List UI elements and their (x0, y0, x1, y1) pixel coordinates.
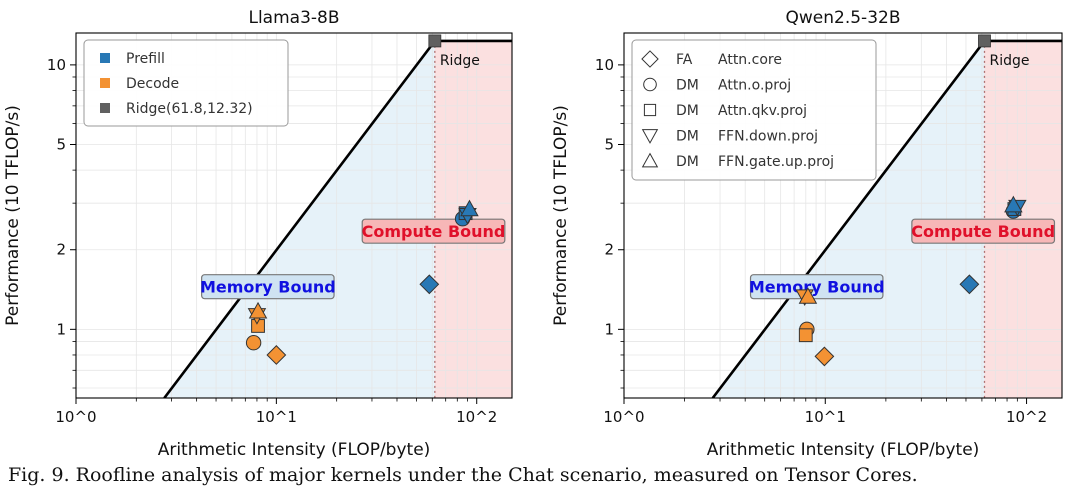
y-tick-label: 10 (47, 56, 66, 74)
ridge-label: Ridge (989, 53, 1029, 69)
compute-bound-label-box (911, 218, 1056, 244)
legend: FA Attn.core DM Attn.o.proj DM Attn.qkv.proj D… (631, 39, 877, 181)
chart-qwen2-5-32b: Ridge Memory Bound Compute Bound 10^0 10^1 10… (551, 8, 1063, 460)
legend: Prefill Decode Ridge(61.8,12.32) (83, 39, 289, 127)
y-tick-label: 2 (56, 241, 66, 259)
data-points (245, 199, 479, 365)
compute-bound-label-text: Compute Bound (362, 222, 506, 241)
x-tick-label: 10^2 (456, 408, 497, 426)
compute-bound-label: Compute Bound (361, 218, 506, 244)
point-decode-attn-qkv-proj (798, 328, 813, 343)
point-prefill-ffn-gate-up-proj (1004, 195, 1023, 213)
legend-entry-kind: DM (676, 154, 699, 170)
memory-bound-label: Memory Bound (200, 274, 336, 300)
ridge-label: Ridge (440, 53, 480, 69)
legend-box (83, 39, 289, 127)
point-decode-ffn-gate-up-proj (248, 301, 268, 319)
memory-bound-label-text: Memory Bound (200, 278, 336, 297)
legend-marker-circle (643, 77, 657, 92)
legend-entry-kind: FA (676, 52, 693, 68)
legend-entry-kernel: Attn.o.proj (718, 78, 791, 94)
roofline-figure: Ridge Memory Bound Compute Bound 10^0 10^1 10… (3, 8, 1063, 460)
y-axis-label: Performance (10 TFLOP/s) (3, 105, 23, 326)
x-axis-label: Arithmetic Intensity (FLOP/byte) (158, 440, 431, 460)
legend-marker-triangle-down (641, 129, 659, 144)
legend-entry-kernel: Attn.core (718, 52, 782, 68)
y-tick-label: 10 (595, 56, 614, 74)
memory-bound-region (624, 40, 985, 398)
memory-bound-label: Memory Bound (749, 274, 885, 300)
point-prefill-ffn-gate-up-proj (460, 199, 479, 217)
chart-title: Qwen2.5-32B (786, 8, 901, 28)
x-tick-label: 10^0 (603, 408, 644, 426)
x-tick-label: 10^2 (1006, 408, 1047, 426)
chart-title: Llama3-8B (248, 8, 339, 28)
compute-bound-label-text: Compute Bound (911, 222, 1055, 241)
data-points (795, 195, 1027, 367)
legend-swatch-prefill (100, 53, 110, 63)
compute-bound-label-box (361, 218, 506, 244)
memory-bound-label-box (749, 274, 884, 300)
plot-area (76, 33, 512, 398)
x-tick-label: 10^1 (805, 408, 846, 426)
legend-label-ridge: Ridge(61.8,12.32) (126, 101, 253, 117)
y-axis-label: Performance (10 TFLOP/s) (551, 105, 571, 326)
legend-swatch-ridge (100, 103, 110, 113)
point-decode-ffn-gate-up-proj (798, 287, 818, 304)
figure-caption: Fig. 9. Roofline analysis of major kerne… (8, 464, 918, 486)
compute-bound-label: Compute Bound (911, 218, 1056, 244)
y-tick-label: 5 (56, 135, 66, 153)
y-tick-label: 5 (604, 135, 614, 153)
axes-frame (75, 32, 513, 399)
legend-entry-kind: DM (676, 78, 699, 94)
point-prefill-fa (959, 274, 980, 295)
memory-bound-label-text: Memory Bound (749, 278, 885, 297)
chart-llama3-8b: Ridge Memory Bound Compute Bound 10^0 10^1 10… (3, 8, 513, 460)
legend-entry-kernel: FFN.down.proj (718, 129, 818, 145)
legend-entry-kernel: Attn.qkv.proj (718, 103, 807, 119)
point-decode-fa (814, 346, 835, 367)
memory-bound-region (76, 40, 435, 398)
legend-swatch-decode (100, 78, 110, 88)
ridge-point-marker (978, 34, 991, 48)
legend-label-prefill: Prefill (126, 51, 165, 67)
point-decode-attn-o-proj (245, 335, 262, 351)
ridge-point-marker (428, 34, 442, 48)
y-tick-label: 1 (56, 320, 66, 338)
legend-marker-triangle-up (641, 152, 659, 168)
x-tick-label: 10^1 (256, 408, 297, 426)
legend-entry-kind: DM (676, 129, 699, 145)
x-tick-label: 10^0 (55, 408, 96, 426)
y-tick-label: 1 (604, 320, 614, 338)
legend-label-decode: Decode (126, 76, 179, 92)
legend-entry-kernel: FFN.gate.up.proj (718, 154, 834, 170)
legend-marker-square (643, 103, 657, 117)
legend-box (631, 39, 877, 181)
memory-bound-label-box (201, 274, 335, 300)
y-tick-label: 2 (604, 241, 614, 259)
legend-marker-diamond (641, 50, 659, 68)
x-axis-label: Arithmetic Intensity (FLOP/byte) (707, 440, 980, 460)
legend-entry-kind: DM (676, 103, 699, 119)
axes-frame (623, 32, 1063, 399)
point-prefill-fa (419, 274, 440, 295)
point-decode-fa (266, 345, 287, 365)
